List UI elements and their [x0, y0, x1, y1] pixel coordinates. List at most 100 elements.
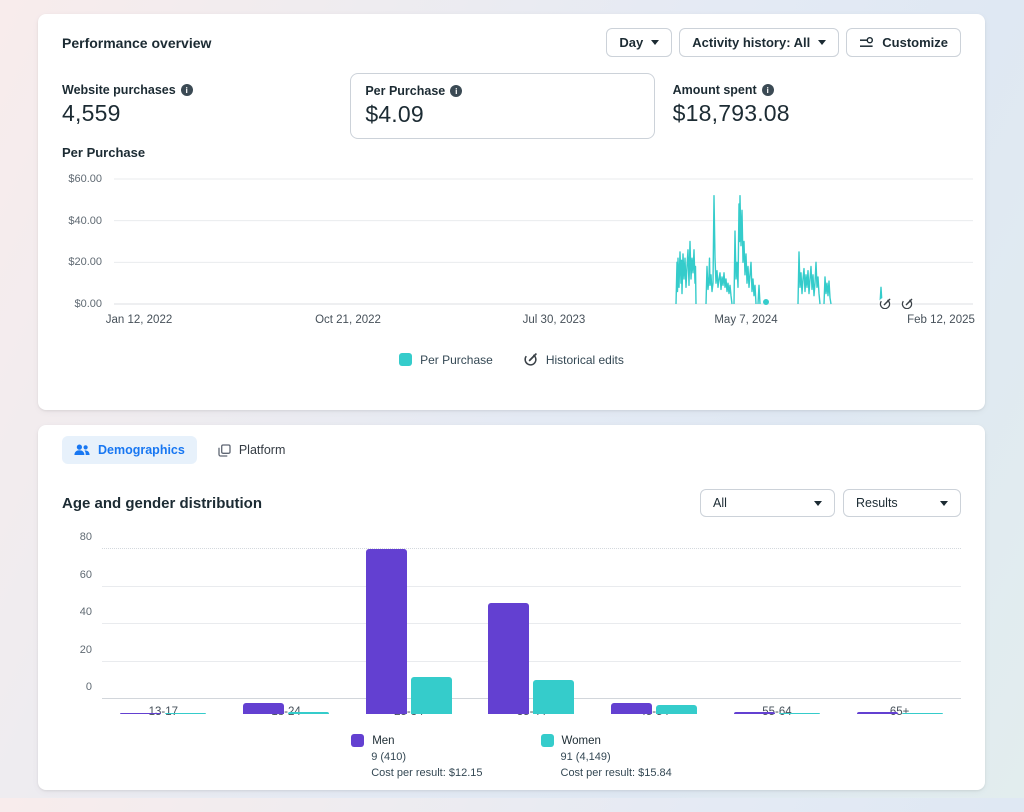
tab-bar: Demographics Platform	[62, 436, 961, 464]
historical-edits-icon	[523, 352, 538, 367]
bar-group-45-54	[593, 549, 716, 714]
bar-men-18-24[interactable]	[243, 702, 285, 714]
customize-button[interactable]: Customize	[846, 28, 961, 57]
gridline	[102, 585, 961, 587]
chevron-down-icon	[818, 40, 827, 45]
legend-women-label: Women	[561, 734, 601, 747]
info-icon[interactable]	[450, 85, 463, 97]
x-tick-label: Oct 21, 2022	[315, 314, 381, 326]
legend-per-purchase: Per Purchase	[399, 353, 493, 367]
day-dropdown[interactable]: Day	[606, 28, 673, 57]
info-icon[interactable]	[180, 84, 193, 96]
chart-controls: Day Activity history: All Customize	[606, 28, 961, 57]
tab-platform-label: Platform	[238, 443, 286, 457]
bar-women-25-34[interactable]	[410, 676, 452, 714]
men-cost: Cost per result: $12.15	[371, 766, 483, 779]
women-swatch	[540, 734, 554, 747]
metric-dropdown[interactable]: Results	[843, 489, 961, 517]
x-tick-label: 13-17	[148, 706, 179, 718]
historical-edit-marker-icon[interactable]	[878, 297, 892, 310]
gridline	[102, 698, 961, 699]
y-tick-label: 0	[85, 681, 92, 693]
metric-dropdown-value: Results	[856, 496, 898, 510]
breakdown-dropdown-value: All	[713, 496, 727, 510]
sliders-icon	[859, 36, 874, 50]
men-summary: 9 (410)	[371, 751, 407, 763]
bar-women-35-44[interactable]	[533, 680, 575, 714]
breakdown-dropdown[interactable]: All	[700, 489, 835, 517]
line-chart-title: Per Purchase	[62, 145, 146, 160]
per-purchase-series[interactable]	[797, 251, 821, 305]
bar-men-25-34[interactable]	[365, 549, 407, 714]
overlapping-windows-icon	[218, 443, 231, 457]
bar-men-13-17[interactable]	[120, 712, 162, 714]
gridline	[102, 548, 961, 549]
metric-amount-spent[interactable]: Amount spent $18,793.08	[673, 73, 961, 139]
performance-overview-card: Performance overview Day Activity histor…	[38, 14, 985, 410]
chart-filters: All Results	[700, 489, 961, 517]
y-tick-label: $0.00	[74, 298, 102, 310]
y-tick-label: 20	[79, 643, 92, 656]
customize-label: Customize	[882, 35, 948, 50]
bar-women-13-17[interactable]	[165, 712, 207, 714]
amount-spent-value: $18,793.08	[672, 100, 790, 126]
per-purchase-series[interactable]	[733, 195, 757, 305]
bar-men-55-64[interactable]	[733, 712, 775, 714]
line-chart-y-axis: $0.00 $20.00 $40.00 $60.00	[62, 173, 108, 310]
day-dropdown-label: Day	[619, 35, 644, 50]
metric-per-purchase[interactable]: Per Purchase $4.09	[350, 73, 655, 139]
per-purchase-series[interactable]	[823, 276, 832, 305]
bar-group-13-17	[102, 549, 225, 714]
x-tick-label: Jul 30, 2023	[522, 314, 586, 326]
age-gender-title: Age and gender distribution	[62, 494, 263, 512]
x-tick-label: May 7, 2024	[714, 314, 778, 326]
per-purchase-series[interactable]	[705, 195, 733, 305]
website-purchases-value: 4,559	[62, 100, 121, 126]
women-summary: 91 (4,149)	[560, 751, 611, 763]
legend-per-purchase-label: Per Purchase	[420, 352, 493, 367]
website-purchases-label: Website purchases	[62, 83, 176, 97]
per-purchase-series[interactable]	[675, 240, 697, 305]
bar-women-45-54[interactable]	[656, 704, 698, 714]
tab-demographics[interactable]: Demographics	[62, 436, 197, 464]
y-tick-label: 40	[79, 606, 92, 618]
bar-men-65+[interactable]	[856, 712, 898, 714]
bar-women-65+[interactable]	[901, 712, 943, 714]
bar-chart-legend: Men 9 (410) Cost per result: $12.15 Wome…	[62, 734, 961, 782]
bar-men-35-44[interactable]	[488, 603, 530, 714]
historical-edit-marker-icon[interactable]	[900, 297, 914, 310]
per-purchase-line-chart[interactable]: $0.00 $20.00 $40.00 $60.00 Jan 12, 2022 Oct …	[62, 168, 975, 344]
line-chart-x-axis: Jan 12, 2022 Oct 21, 2022 Jul 30, 2023 May …	[106, 314, 975, 330]
amount-spent-label: Amount spent	[672, 83, 757, 97]
y-tick-label: $40.00	[68, 214, 102, 227]
gridline	[102, 623, 961, 624]
chevron-down-icon	[940, 500, 948, 506]
women-cost: Cost per result: $15.84	[560, 766, 672, 779]
line-chart-plot[interactable]	[114, 174, 973, 309]
legend-men: Men 9 (410) Cost per result: $12.15	[351, 734, 483, 782]
per-purchase-series[interactable]	[757, 284, 761, 305]
x-tick-label: 65+	[889, 706, 910, 718]
y-tick-label: 60	[79, 568, 92, 581]
tab-platform[interactable]: Platform	[206, 436, 298, 464]
per-purchase-label: Per Purchase	[365, 84, 446, 98]
bar-group-55-64	[716, 549, 839, 714]
bar-group-18-24	[225, 549, 348, 714]
men-swatch	[351, 734, 365, 747]
bar-group-25-34	[347, 549, 470, 714]
bar-group-35-44	[470, 549, 593, 714]
legend-women: Women 91 (4,149) Cost per result: $15.84	[540, 734, 672, 782]
metrics-row: Website purchases 4,559 Per Purchase $4.…	[62, 73, 961, 139]
legend-historical-edits: Historical edits	[523, 352, 624, 367]
age-gender-bar-chart[interactable]: 0 20 40 60 80	[80, 531, 961, 714]
line-chart-legend: Per Purchase Historical edits	[62, 352, 961, 367]
metric-website-purchases[interactable]: Website purchases 4,559	[62, 73, 350, 139]
info-icon[interactable]	[761, 84, 774, 96]
bar-women-18-24[interactable]	[288, 712, 330, 714]
chevron-down-icon	[651, 40, 660, 45]
bar-women-55-64[interactable]	[778, 712, 820, 714]
activity-history-dropdown[interactable]: Activity history: All	[679, 28, 840, 57]
demographics-card: Demographics Platform Age and gender dis…	[38, 425, 985, 790]
data-point-dot[interactable]	[763, 299, 769, 305]
bar-men-45-54[interactable]	[611, 702, 653, 714]
